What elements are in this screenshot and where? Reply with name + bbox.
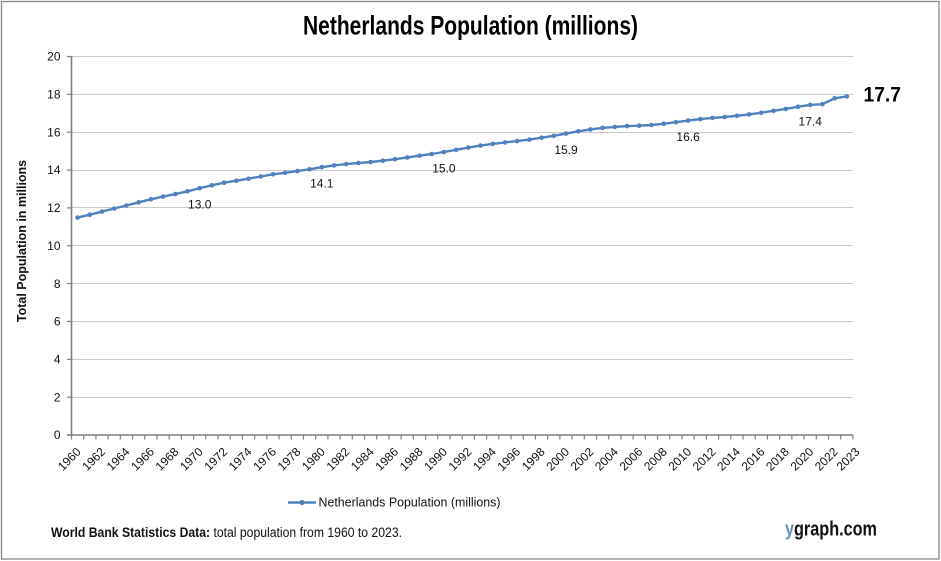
svg-text:1974: 1974 (226, 444, 255, 473)
svg-text:Netherlands Population (millio: Netherlands Population (millions) (303, 11, 638, 41)
svg-text:1986: 1986 (372, 444, 401, 473)
svg-text:1982: 1982 (324, 444, 353, 473)
svg-text:ygraph.com: ygraph.com (785, 518, 877, 541)
svg-text:1998: 1998 (519, 444, 548, 473)
svg-text:0: 0 (54, 428, 61, 442)
svg-text:1968: 1968 (153, 444, 182, 473)
svg-text:2018: 2018 (763, 444, 792, 473)
svg-text:Total Population in millions: Total Population in millions (15, 160, 29, 322)
svg-text:2023: 2023 (834, 444, 863, 473)
svg-text:16.6: 16.6 (676, 130, 700, 144)
svg-text:1994: 1994 (470, 444, 499, 473)
svg-text:1980: 1980 (299, 444, 328, 473)
svg-text:8: 8 (54, 277, 61, 291)
svg-text:Netherlands Population (millio: Netherlands Population (millions) (319, 495, 501, 510)
svg-text:18: 18 (47, 88, 61, 102)
svg-text:2022: 2022 (812, 444, 841, 473)
svg-text:17.7: 17.7 (864, 84, 902, 107)
svg-text:4: 4 (54, 353, 61, 367)
svg-text:2016: 2016 (739, 444, 768, 473)
svg-text:12: 12 (47, 201, 61, 215)
svg-text:1964: 1964 (104, 444, 133, 473)
svg-text:1996: 1996 (494, 444, 523, 473)
svg-text:2000: 2000 (543, 444, 572, 473)
svg-text:1988: 1988 (397, 444, 426, 473)
svg-text:10: 10 (47, 239, 61, 253)
svg-text:2008: 2008 (641, 444, 670, 473)
svg-text:1966: 1966 (128, 444, 157, 473)
svg-text:15.9: 15.9 (554, 143, 578, 157)
svg-text:17.4: 17.4 (799, 114, 823, 128)
svg-text:2012: 2012 (690, 444, 719, 473)
svg-text:1976: 1976 (250, 444, 279, 473)
svg-text:1990: 1990 (421, 444, 450, 473)
svg-text:14.1: 14.1 (310, 177, 334, 191)
svg-text:1970: 1970 (177, 444, 206, 473)
svg-text:1972: 1972 (201, 444, 230, 473)
svg-text:2014: 2014 (714, 444, 743, 473)
svg-text:14: 14 (47, 163, 61, 177)
svg-text:6: 6 (54, 315, 61, 329)
svg-text:1978: 1978 (275, 444, 304, 473)
svg-text:16: 16 (47, 125, 61, 139)
svg-text:1992: 1992 (446, 444, 475, 473)
svg-text:20: 20 (47, 50, 61, 64)
svg-text:2002: 2002 (568, 444, 597, 473)
svg-text:1984: 1984 (348, 444, 377, 473)
svg-text:1960: 1960 (55, 444, 84, 473)
svg-text:2: 2 (54, 390, 61, 404)
svg-text:2006: 2006 (617, 444, 646, 473)
svg-text:2004: 2004 (592, 444, 621, 473)
svg-text:2020: 2020 (788, 444, 817, 473)
svg-text:World Bank Statistics Data: to: World Bank Statistics Data: total popula… (51, 525, 402, 541)
svg-text:1962: 1962 (79, 444, 108, 473)
svg-text:2010: 2010 (665, 444, 694, 473)
svg-text:15.0: 15.0 (432, 162, 456, 176)
svg-text:13.0: 13.0 (188, 198, 212, 212)
